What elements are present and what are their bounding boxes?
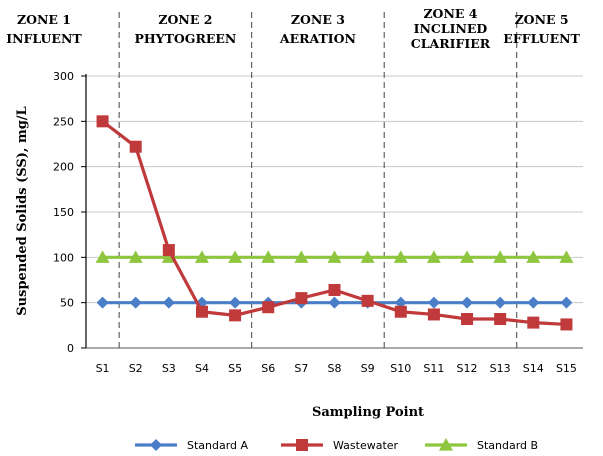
zone-label: ZONE 3 — [291, 12, 345, 27]
data-point — [194, 250, 209, 263]
x-tick-label: S3 — [162, 362, 176, 375]
y-tick-label: 150 — [53, 206, 74, 219]
x-tick-label: S12 — [457, 362, 478, 375]
data-point — [162, 244, 175, 257]
data-point — [427, 308, 440, 321]
y-tick-label: 250 — [53, 115, 74, 128]
data-point — [427, 296, 440, 309]
data-point — [129, 296, 142, 309]
labels: 0 50 100 150 200 250 300 S1 S2 S3 S4 S5 S6 S7 S8 S9 S10 S… — [6, 6, 580, 375]
x-tick-label: S11 — [423, 362, 444, 375]
data-point — [262, 301, 275, 314]
legend-item: Standard A — [135, 439, 249, 452]
series-wastewater — [96, 115, 573, 331]
data-point — [295, 292, 308, 305]
y-axis-title: Suspended Solids (SS), mg/L — [15, 106, 30, 315]
data-point — [493, 250, 508, 263]
data-point — [426, 250, 441, 263]
zone-label: CLARIFIER — [411, 36, 491, 51]
zone-label: INCLINED — [414, 21, 488, 36]
x-tick-label: S9 — [361, 362, 375, 375]
data-point — [328, 296, 341, 309]
data-point — [461, 312, 474, 325]
axes — [81, 74, 583, 349]
y-tick-label: 50 — [60, 297, 74, 310]
data-point — [360, 250, 375, 263]
x-axis-title: Sampling Point — [312, 405, 424, 420]
x-tick-label: S15 — [556, 362, 577, 375]
data-point — [461, 296, 474, 309]
series-standard-a — [96, 296, 573, 309]
data-point — [95, 250, 110, 263]
legend: Standard A Wastewater Standard B — [135, 438, 538, 452]
legend-label: Standard B — [477, 439, 538, 452]
x-tick-label: S8 — [328, 362, 342, 375]
x-tick-label: S13 — [490, 362, 511, 375]
data-point — [294, 250, 309, 263]
data-point — [394, 296, 407, 309]
data-point — [162, 296, 175, 309]
series-standard-b — [95, 250, 574, 263]
data-point — [327, 250, 342, 263]
zone-label: PHYTOGREEN — [134, 31, 236, 46]
data-point — [393, 250, 408, 263]
data-point — [328, 283, 341, 296]
x-tick-label: S1 — [96, 362, 110, 375]
legend-item: Wastewater — [281, 439, 399, 452]
legend-marker — [296, 439, 308, 451]
data-point — [229, 309, 242, 322]
data-point — [228, 250, 243, 263]
y-tick-label: 0 — [67, 342, 74, 355]
legend-marker — [439, 438, 453, 451]
data-point — [195, 305, 208, 318]
y-tick-label: 200 — [53, 161, 74, 174]
zone-label: ZONE 4 — [423, 6, 477, 21]
x-tick-label: S10 — [390, 362, 411, 375]
data-point — [559, 250, 574, 263]
legend-marker — [150, 439, 162, 451]
data-point — [527, 296, 540, 309]
data-point — [96, 115, 109, 128]
zone-label: INFLUENT — [6, 31, 82, 46]
data-point — [560, 296, 573, 309]
y-tick-label: 300 — [53, 70, 74, 83]
series — [95, 115, 574, 331]
zone-label: ZONE 5 — [515, 12, 569, 27]
legend-label: Standard A — [187, 439, 249, 452]
data-point — [526, 250, 541, 263]
data-point — [560, 318, 573, 331]
data-point — [229, 296, 242, 309]
x-tick-label: S6 — [261, 362, 275, 375]
data-point — [494, 312, 507, 325]
data-point — [261, 250, 276, 263]
data-point — [361, 294, 374, 307]
data-point — [460, 250, 475, 263]
legend-item: Standard B — [425, 438, 538, 452]
data-point — [128, 250, 143, 263]
data-point — [394, 305, 407, 318]
grid — [86, 75, 583, 304]
data-point — [96, 296, 109, 309]
y-tick-label: 100 — [53, 251, 74, 264]
legend-label: Wastewater — [333, 439, 399, 452]
data-point — [494, 296, 507, 309]
zone-label: ZONE 2 — [158, 12, 212, 27]
data-point — [527, 316, 540, 329]
zone-label: ZONE 1 — [17, 12, 71, 27]
data-point — [129, 140, 142, 153]
zone-label: AERATION — [279, 31, 356, 46]
zone-dividers — [118, 12, 518, 348]
zone-label: EFFLUENT — [503, 31, 580, 46]
x-tick-label: S14 — [523, 362, 544, 375]
x-tick-label: S5 — [228, 362, 242, 375]
x-tick-label: S7 — [294, 362, 308, 375]
x-tick-label: S2 — [129, 362, 143, 375]
x-tick-label: S4 — [195, 362, 209, 375]
